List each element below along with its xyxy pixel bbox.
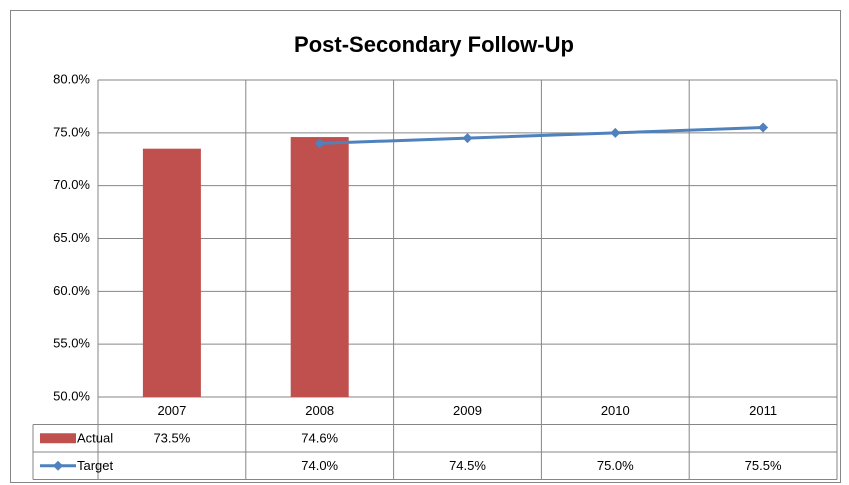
- y-tick-label: 65.0%: [53, 230, 90, 245]
- table-cell: 74.5%: [449, 458, 486, 473]
- y-tick-label: 75.0%: [53, 124, 90, 139]
- x-tick-label: 2008: [305, 403, 334, 418]
- legend-key: [40, 433, 76, 444]
- x-tick-label: 2007: [157, 403, 186, 418]
- table-cell: 75.0%: [597, 458, 634, 473]
- legend-label: Target: [77, 458, 114, 473]
- x-tick-label: 2010: [601, 403, 630, 418]
- marker: [758, 122, 769, 133]
- y-tick-label: 50.0%: [53, 388, 90, 403]
- y-tick-label: 80.0%: [53, 71, 90, 86]
- table-cell: 75.5%: [745, 458, 782, 473]
- line: [319, 126, 764, 145]
- bar: [290, 137, 349, 397]
- y-tick-label: 55.0%: [53, 336, 90, 351]
- y-tick-label: 70.0%: [53, 177, 90, 192]
- table-cell: 73.5%: [153, 431, 190, 446]
- table-cell: 74.6%: [301, 431, 338, 446]
- marker: [314, 138, 325, 149]
- y-tick-label: 60.0%: [53, 283, 90, 298]
- legend-key: [53, 460, 63, 471]
- x-tick-label: 2011: [749, 403, 777, 418]
- x-tick-label: 2009: [453, 403, 482, 418]
- bar: [142, 148, 201, 397]
- chart-title: Post-Secondary Follow-Up: [294, 32, 574, 57]
- marker: [462, 133, 473, 144]
- marker: [610, 127, 621, 138]
- table-cell: 74.0%: [301, 458, 338, 473]
- chart-border: [10, 10, 841, 483]
- legend-label: Actual: [77, 431, 113, 446]
